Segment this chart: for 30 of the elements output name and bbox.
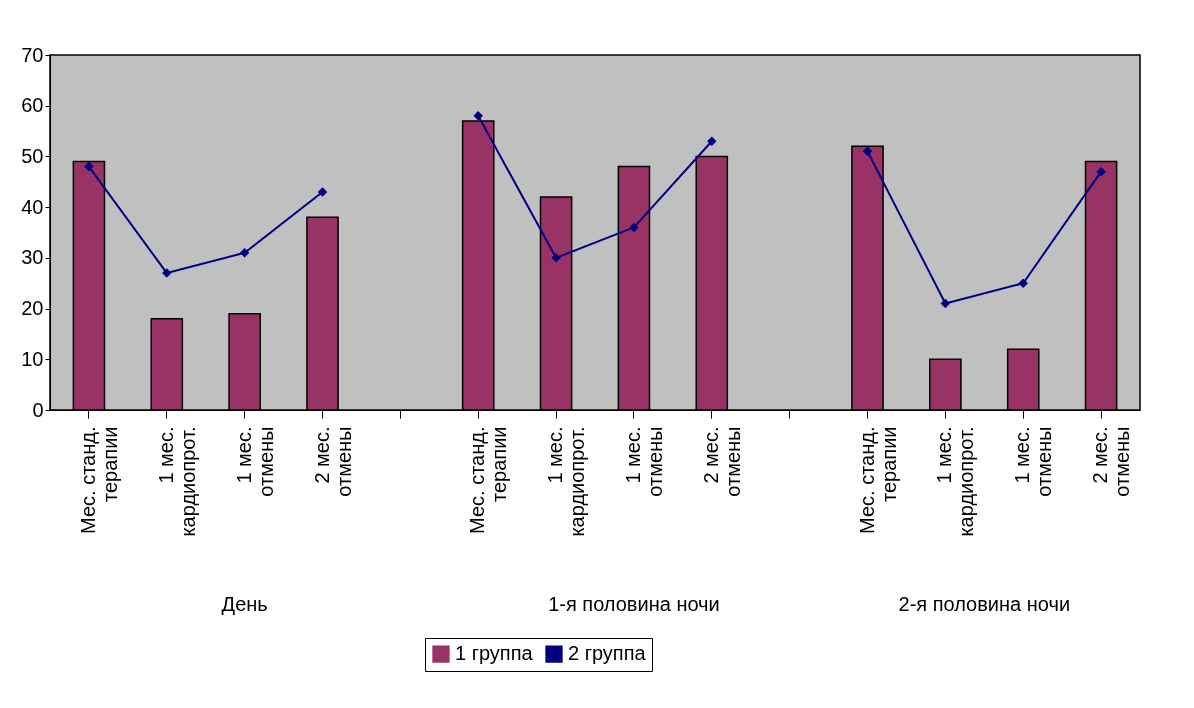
point xyxy=(940,298,951,309)
point xyxy=(707,136,717,146)
point xyxy=(84,161,94,172)
point xyxy=(1018,278,1028,288)
y-tick-label: 10 xyxy=(21,347,44,370)
point xyxy=(862,146,873,157)
text: День xyxy=(221,593,268,615)
x-tick-label: 1 мес. кардиопрот. xyxy=(933,426,978,537)
y-tick-label: 20 xyxy=(21,297,44,320)
legend-label: 1 группа xyxy=(455,642,534,665)
point xyxy=(473,111,483,121)
y-tick-label: 40 xyxy=(21,195,44,218)
x-tick-label: Мес. станд. терапии xyxy=(855,426,900,534)
x-tick-label: Мес. станд. терапии xyxy=(466,426,511,534)
y-tick-label: 0 xyxy=(32,398,44,421)
y-tick-label: 60 xyxy=(21,94,44,117)
y-tick-label: 70 xyxy=(21,43,44,66)
point xyxy=(317,187,328,197)
text: 1-я половина ночи xyxy=(548,593,720,615)
point xyxy=(629,222,639,233)
x-tick-label: Мес. станд. терапии xyxy=(76,426,121,534)
x-tick-label: 1 мес. кардиопрот. xyxy=(154,426,199,537)
text: 2-я половина ночи xyxy=(898,593,1071,615)
point xyxy=(239,248,250,258)
x-tick-label: 1 мес. кардиопрот. xyxy=(544,426,589,537)
y-tick-label: 30 xyxy=(21,246,44,269)
y-tick-label: 50 xyxy=(21,144,44,167)
point xyxy=(1096,166,1106,177)
legend-label: 2 группа xyxy=(568,642,647,665)
point xyxy=(162,268,172,278)
